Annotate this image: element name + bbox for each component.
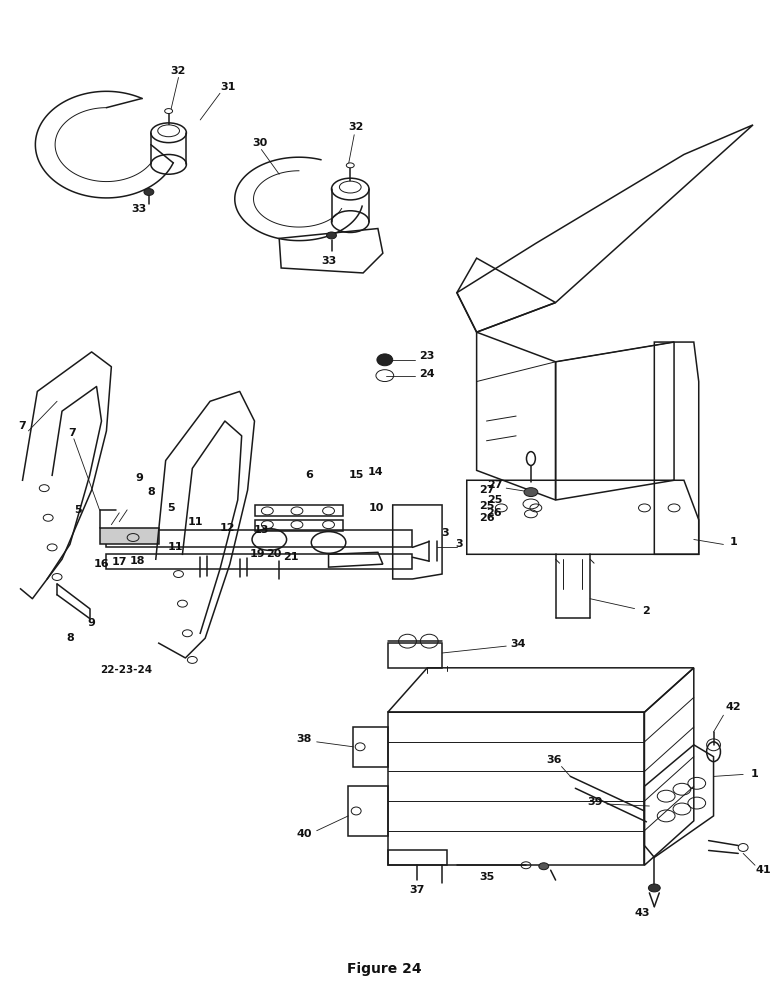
Text: 18: 18 (129, 556, 145, 566)
Ellipse shape (527, 452, 535, 465)
Text: 23: 23 (419, 351, 435, 361)
Text: 15: 15 (348, 470, 364, 480)
Ellipse shape (347, 163, 354, 168)
Text: 19: 19 (249, 549, 266, 559)
Text: 8: 8 (66, 633, 74, 643)
Text: 14: 14 (368, 467, 384, 477)
Text: 17: 17 (111, 557, 127, 567)
Ellipse shape (539, 863, 549, 870)
Ellipse shape (377, 354, 393, 366)
Text: 9: 9 (135, 473, 143, 483)
Text: 31: 31 (220, 82, 235, 92)
Text: 5: 5 (74, 505, 82, 515)
Text: 13: 13 (254, 525, 269, 535)
Text: 33: 33 (131, 204, 147, 214)
Text: 10: 10 (368, 503, 384, 513)
Text: 11: 11 (168, 542, 183, 552)
Text: 16: 16 (93, 559, 110, 569)
Text: 7: 7 (19, 421, 26, 431)
Text: 42: 42 (726, 702, 741, 712)
Text: 25: 25 (486, 495, 502, 505)
Text: 32: 32 (171, 66, 186, 76)
Text: 9: 9 (88, 618, 96, 628)
Polygon shape (100, 528, 159, 544)
Text: 7: 7 (68, 428, 76, 438)
Text: 3: 3 (442, 528, 449, 538)
Text: 35: 35 (479, 872, 494, 882)
Text: 26: 26 (479, 513, 494, 523)
Text: 12: 12 (220, 523, 235, 533)
Text: 3: 3 (455, 539, 462, 549)
Text: 38: 38 (296, 734, 312, 744)
Text: 25: 25 (479, 501, 494, 511)
Text: 40: 40 (296, 829, 312, 839)
Text: 30: 30 (252, 138, 267, 148)
Text: 41: 41 (755, 865, 770, 875)
Text: 2: 2 (642, 606, 650, 616)
Text: 11: 11 (188, 517, 203, 527)
Text: 33: 33 (321, 256, 336, 266)
Text: 21: 21 (283, 552, 299, 562)
Text: 27: 27 (486, 480, 502, 490)
Text: 22-23-24: 22-23-24 (100, 665, 152, 675)
Ellipse shape (648, 884, 660, 892)
Text: 20: 20 (266, 549, 282, 559)
Text: 36: 36 (546, 755, 561, 765)
Text: 1: 1 (730, 537, 737, 547)
Ellipse shape (524, 488, 538, 497)
Text: 8: 8 (147, 487, 154, 497)
Text: 6: 6 (305, 470, 313, 480)
Text: 27: 27 (479, 485, 494, 495)
Text: 26: 26 (486, 508, 503, 518)
Ellipse shape (157, 125, 179, 137)
Text: 34: 34 (510, 639, 526, 649)
Ellipse shape (327, 232, 337, 239)
Text: 43: 43 (635, 908, 650, 918)
Text: 37: 37 (410, 885, 425, 895)
Text: 32: 32 (348, 122, 364, 132)
Ellipse shape (164, 109, 173, 114)
Text: 5: 5 (167, 503, 174, 513)
Ellipse shape (144, 189, 154, 195)
Text: 39: 39 (587, 797, 603, 807)
Text: 1: 1 (751, 769, 759, 779)
Text: Figure 24: Figure 24 (347, 962, 422, 976)
Text: 24: 24 (419, 369, 435, 379)
Ellipse shape (340, 181, 361, 193)
